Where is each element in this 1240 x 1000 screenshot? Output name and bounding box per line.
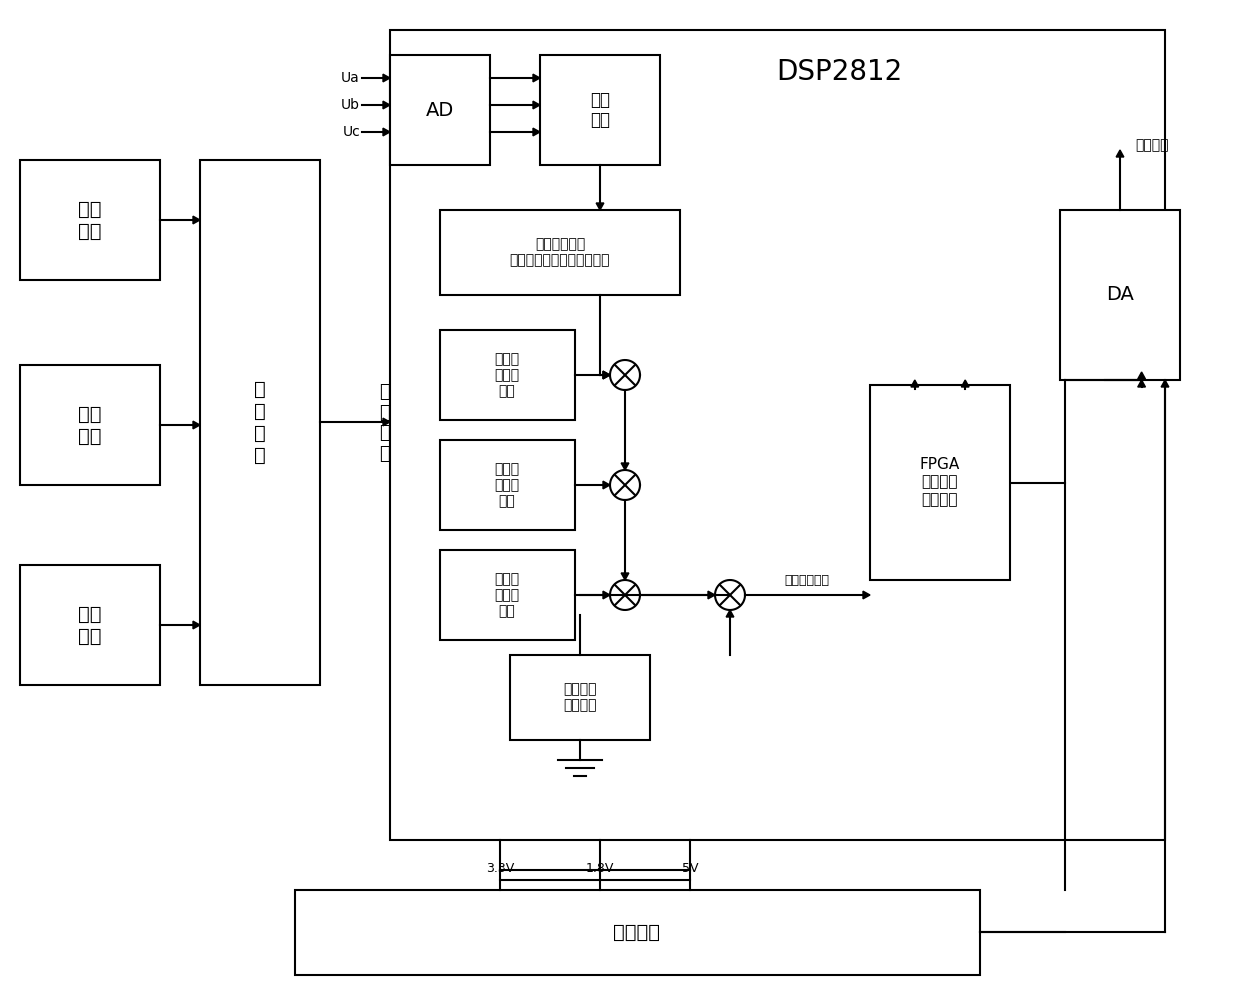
Polygon shape bbox=[708, 591, 715, 599]
Text: 谐波电流
相位指令: 谐波电流 相位指令 bbox=[563, 682, 596, 712]
Bar bbox=[870, 385, 1011, 580]
Text: Uc: Uc bbox=[342, 125, 360, 139]
Bar bbox=[391, 55, 490, 165]
Text: Ua: Ua bbox=[341, 71, 360, 85]
Bar bbox=[440, 440, 575, 530]
Text: 软锁
相环: 软锁 相环 bbox=[590, 91, 610, 129]
Text: 谐波电
流波形
指令: 谐波电 流波形 指令 bbox=[495, 352, 520, 398]
Text: FPGA
输出保护
逻辑判断: FPGA 输出保护 逻辑判断 bbox=[920, 457, 960, 507]
Bar bbox=[391, 30, 1166, 840]
Text: 谐波指令信号: 谐波指令信号 bbox=[785, 574, 830, 587]
Polygon shape bbox=[193, 421, 200, 429]
Text: 3.3V: 3.3V bbox=[486, 861, 515, 874]
Text: 电压
信号: 电压 信号 bbox=[78, 404, 102, 446]
Polygon shape bbox=[1138, 380, 1146, 387]
Text: 温度
信号: 温度 信号 bbox=[78, 200, 102, 240]
Polygon shape bbox=[603, 481, 610, 489]
Polygon shape bbox=[961, 380, 968, 387]
Polygon shape bbox=[383, 418, 391, 426]
Polygon shape bbox=[603, 591, 610, 599]
Text: DSP2812: DSP2812 bbox=[776, 58, 903, 86]
Polygon shape bbox=[911, 380, 919, 387]
Polygon shape bbox=[533, 128, 539, 136]
Polygon shape bbox=[533, 74, 539, 82]
Text: 反
馈
信
号: 反 馈 信 号 bbox=[379, 383, 391, 463]
Text: 谐波电
流幅值
指令: 谐波电 流幅值 指令 bbox=[495, 572, 520, 618]
Bar bbox=[20, 365, 160, 485]
Text: 电流
信号: 电流 信号 bbox=[78, 604, 102, 646]
Bar bbox=[20, 565, 160, 685]
Polygon shape bbox=[603, 371, 610, 379]
Bar bbox=[20, 160, 160, 280]
Polygon shape bbox=[603, 371, 610, 379]
Text: AD: AD bbox=[425, 101, 454, 119]
Polygon shape bbox=[621, 463, 629, 470]
Polygon shape bbox=[727, 610, 734, 617]
Polygon shape bbox=[533, 101, 539, 109]
Polygon shape bbox=[193, 621, 200, 629]
Bar bbox=[1060, 210, 1180, 380]
Bar bbox=[295, 890, 980, 975]
Polygon shape bbox=[383, 128, 391, 136]
Text: DA: DA bbox=[1106, 286, 1133, 304]
Bar bbox=[200, 160, 320, 685]
Polygon shape bbox=[1116, 150, 1123, 157]
Polygon shape bbox=[1138, 372, 1146, 379]
Polygon shape bbox=[863, 591, 870, 599]
Text: 调
理
电
路: 调 理 电 路 bbox=[254, 379, 265, 464]
Polygon shape bbox=[1161, 380, 1169, 387]
Bar bbox=[539, 55, 660, 165]
Text: Ub: Ub bbox=[341, 98, 360, 112]
Polygon shape bbox=[596, 203, 604, 210]
Bar bbox=[440, 210, 680, 295]
Bar bbox=[510, 655, 650, 740]
Bar bbox=[440, 550, 575, 640]
Polygon shape bbox=[383, 74, 391, 82]
Text: 谐波电
流频率
指令: 谐波电 流频率 指令 bbox=[495, 462, 520, 508]
Polygon shape bbox=[621, 573, 629, 580]
Bar bbox=[440, 330, 575, 420]
Text: 5V: 5V bbox=[682, 861, 698, 874]
Polygon shape bbox=[193, 216, 200, 224]
Text: 输出信号: 输出信号 bbox=[1135, 138, 1168, 152]
Text: 1.8V: 1.8V bbox=[585, 861, 614, 874]
Text: 电源模块: 电源模块 bbox=[614, 922, 661, 942]
Polygon shape bbox=[383, 101, 391, 109]
Text: 电压信号处理
（电网电压相位信息计算）: 电压信号处理 （电网电压相位信息计算） bbox=[510, 237, 610, 267]
